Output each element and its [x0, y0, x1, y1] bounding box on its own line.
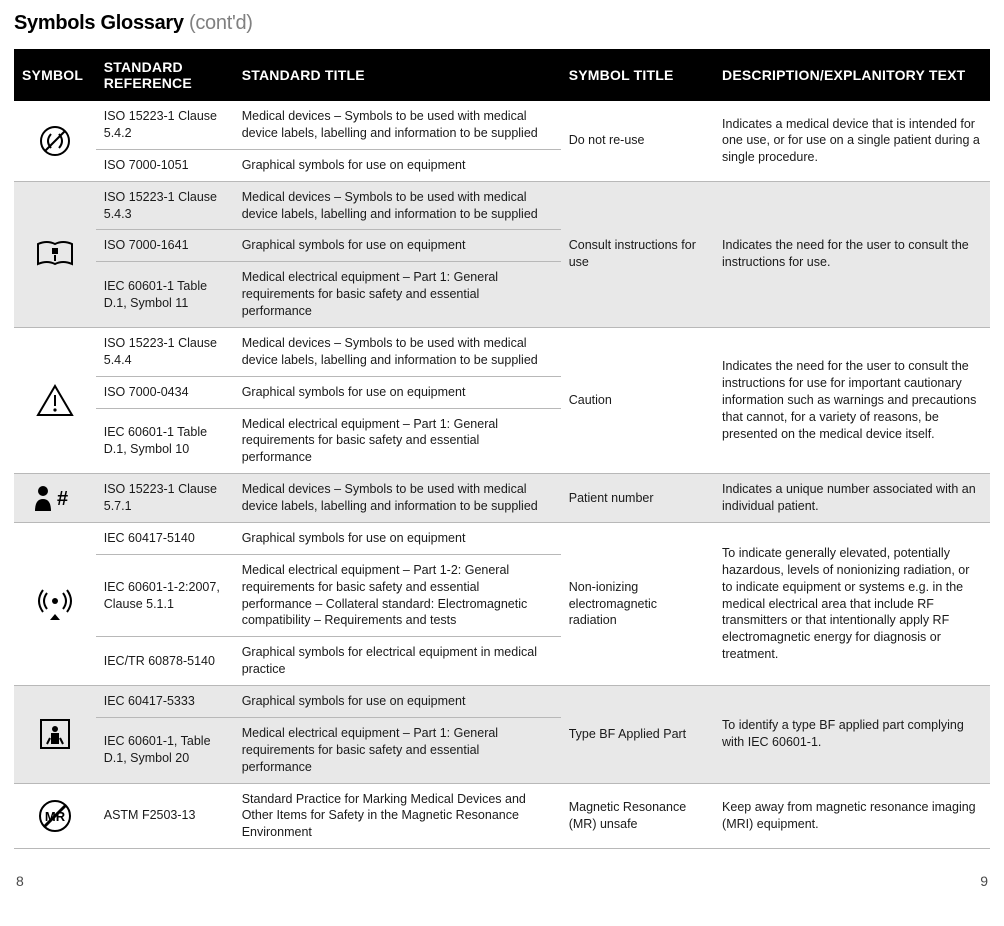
description-text: Keep away from magnetic resonance imagin… — [714, 783, 990, 849]
standard-reference: ISO 7000-1051 — [96, 149, 234, 181]
standard-title: Graphical symbols for use on equipment — [234, 230, 561, 262]
standard-title: Medical electrical equipment – Part 1-2:… — [234, 554, 561, 637]
col-symbol: SYMBOL — [14, 49, 96, 101]
standard-title: Graphical symbols for use on equipment — [234, 149, 561, 181]
table-row: IEC 60417-5140Graphical symbols for use … — [14, 522, 990, 554]
symbol-title: Patient number — [561, 474, 714, 523]
standard-title: Medical devices – Symbols to be used wit… — [234, 327, 561, 376]
symbols-glossary-table: SYMBOL STANDARD REFERENCE STANDARD TITLE… — [14, 49, 990, 849]
symbol-title: Non-ionizing electromagnetic radiation — [561, 522, 714, 685]
table-row: MRASTM F2503-13Standard Practice for Mar… — [14, 783, 990, 849]
standard-title: Medical electrical equipment – Part 1: G… — [234, 262, 561, 328]
standard-title: Medical electrical equipment – Part 1: G… — [234, 408, 561, 474]
symbol-title: Consult instructions for use — [561, 181, 714, 327]
description-text: To indicate generally elevated, potentia… — [714, 522, 990, 685]
description-text: To identify a type BF applied part compl… — [714, 686, 990, 784]
do-not-reuse-icon — [14, 101, 96, 181]
table-row: ISO 15223-1 Clause 5.4.3Medical devices … — [14, 181, 990, 230]
description-text: Indicates a medical device that is inten… — [714, 101, 990, 181]
standard-reference: IEC 60601-1 Table D.1, Symbol 11 — [96, 262, 234, 328]
standard-reference: IEC 60417-5140 — [96, 522, 234, 554]
standard-title: Graphical symbols for electrical equipme… — [234, 637, 561, 686]
table-row: ISO 15223-1 Clause 5.4.4Medical devices … — [14, 327, 990, 376]
standard-title: Graphical symbols for use on equipment — [234, 686, 561, 718]
standard-title: Medical electrical equipment – Part 1: G… — [234, 717, 561, 783]
standard-reference: ASTM F2503-13 — [96, 783, 234, 849]
standard-title: Medical devices – Symbols to be used wit… — [234, 101, 561, 149]
table-row: ISO 15223-1 Clause 5.4.2Medical devices … — [14, 101, 990, 149]
col-stdref: STANDARD REFERENCE — [96, 49, 234, 101]
non-ionizing-icon — [14, 522, 96, 685]
col-desc: DESCRIPTION/EXPLANITORY TEXT — [714, 49, 990, 101]
table-row: IEC 60417-5333Graphical symbols for use … — [14, 686, 990, 718]
type-bf-icon — [14, 686, 96, 784]
standard-reference: ISO 15223-1 Clause 5.4.2 — [96, 101, 234, 149]
standard-reference: ISO 7000-0434 — [96, 376, 234, 408]
title-main: Symbols Glossary — [14, 12, 184, 34]
col-stdtitle: STANDARD TITLE — [234, 49, 561, 101]
mr-unsafe-icon: MR — [14, 783, 96, 849]
table-row: # ISO 15223-1 Clause 5.7.1Medical devices… — [14, 474, 990, 523]
page-title: Symbols Glossary (cont'd) — [14, 12, 990, 35]
description-text: Indicates the need for the user to consu… — [714, 181, 990, 327]
standard-reference: IEC 60601-1-2:2007, Clause 5.1.1 — [96, 554, 234, 637]
consult-instructions-icon — [14, 181, 96, 327]
symbol-title: Caution — [561, 327, 714, 473]
standard-title: Graphical symbols for use on equipment — [234, 522, 561, 554]
patient-number-icon: # — [14, 474, 96, 523]
standard-reference: IEC 60601-1, Table D.1, Symbol 20 — [96, 717, 234, 783]
standard-title: Graphical symbols for use on equipment — [234, 376, 561, 408]
standard-reference: IEC/TR 60878-5140 — [96, 637, 234, 686]
page-number-right: 9 — [980, 873, 988, 889]
caution-icon — [14, 327, 96, 473]
col-symtitle: SYMBOL TITLE — [561, 49, 714, 101]
page-number-left: 8 — [16, 873, 24, 889]
standard-title: Standard Practice for Marking Medical De… — [234, 783, 561, 849]
description-text: Indicates the need for the user to consu… — [714, 327, 990, 473]
standard-reference: ISO 15223-1 Clause 5.4.3 — [96, 181, 234, 230]
standard-title: Medical devices – Symbols to be used wit… — [234, 474, 561, 523]
standard-reference: IEC 60601-1 Table D.1, Symbol 10 — [96, 408, 234, 474]
description-text: Indicates a unique number associated wit… — [714, 474, 990, 523]
standard-reference: IEC 60417-5333 — [96, 686, 234, 718]
page-footer: 8 9 — [14, 873, 990, 889]
svg-text:#: # — [57, 488, 68, 510]
standard-reference: ISO 7000-1641 — [96, 230, 234, 262]
standard-reference: ISO 15223-1 Clause 5.4.4 — [96, 327, 234, 376]
symbol-title: Type BF Applied Part — [561, 686, 714, 784]
symbol-title: Magnetic Resonance (MR) unsafe — [561, 783, 714, 849]
standard-reference: ISO 15223-1 Clause 5.7.1 — [96, 474, 234, 523]
symbol-title: Do not re-use — [561, 101, 714, 181]
title-contd: (cont'd) — [189, 12, 253, 34]
standard-title: Medical devices – Symbols to be used wit… — [234, 181, 561, 230]
